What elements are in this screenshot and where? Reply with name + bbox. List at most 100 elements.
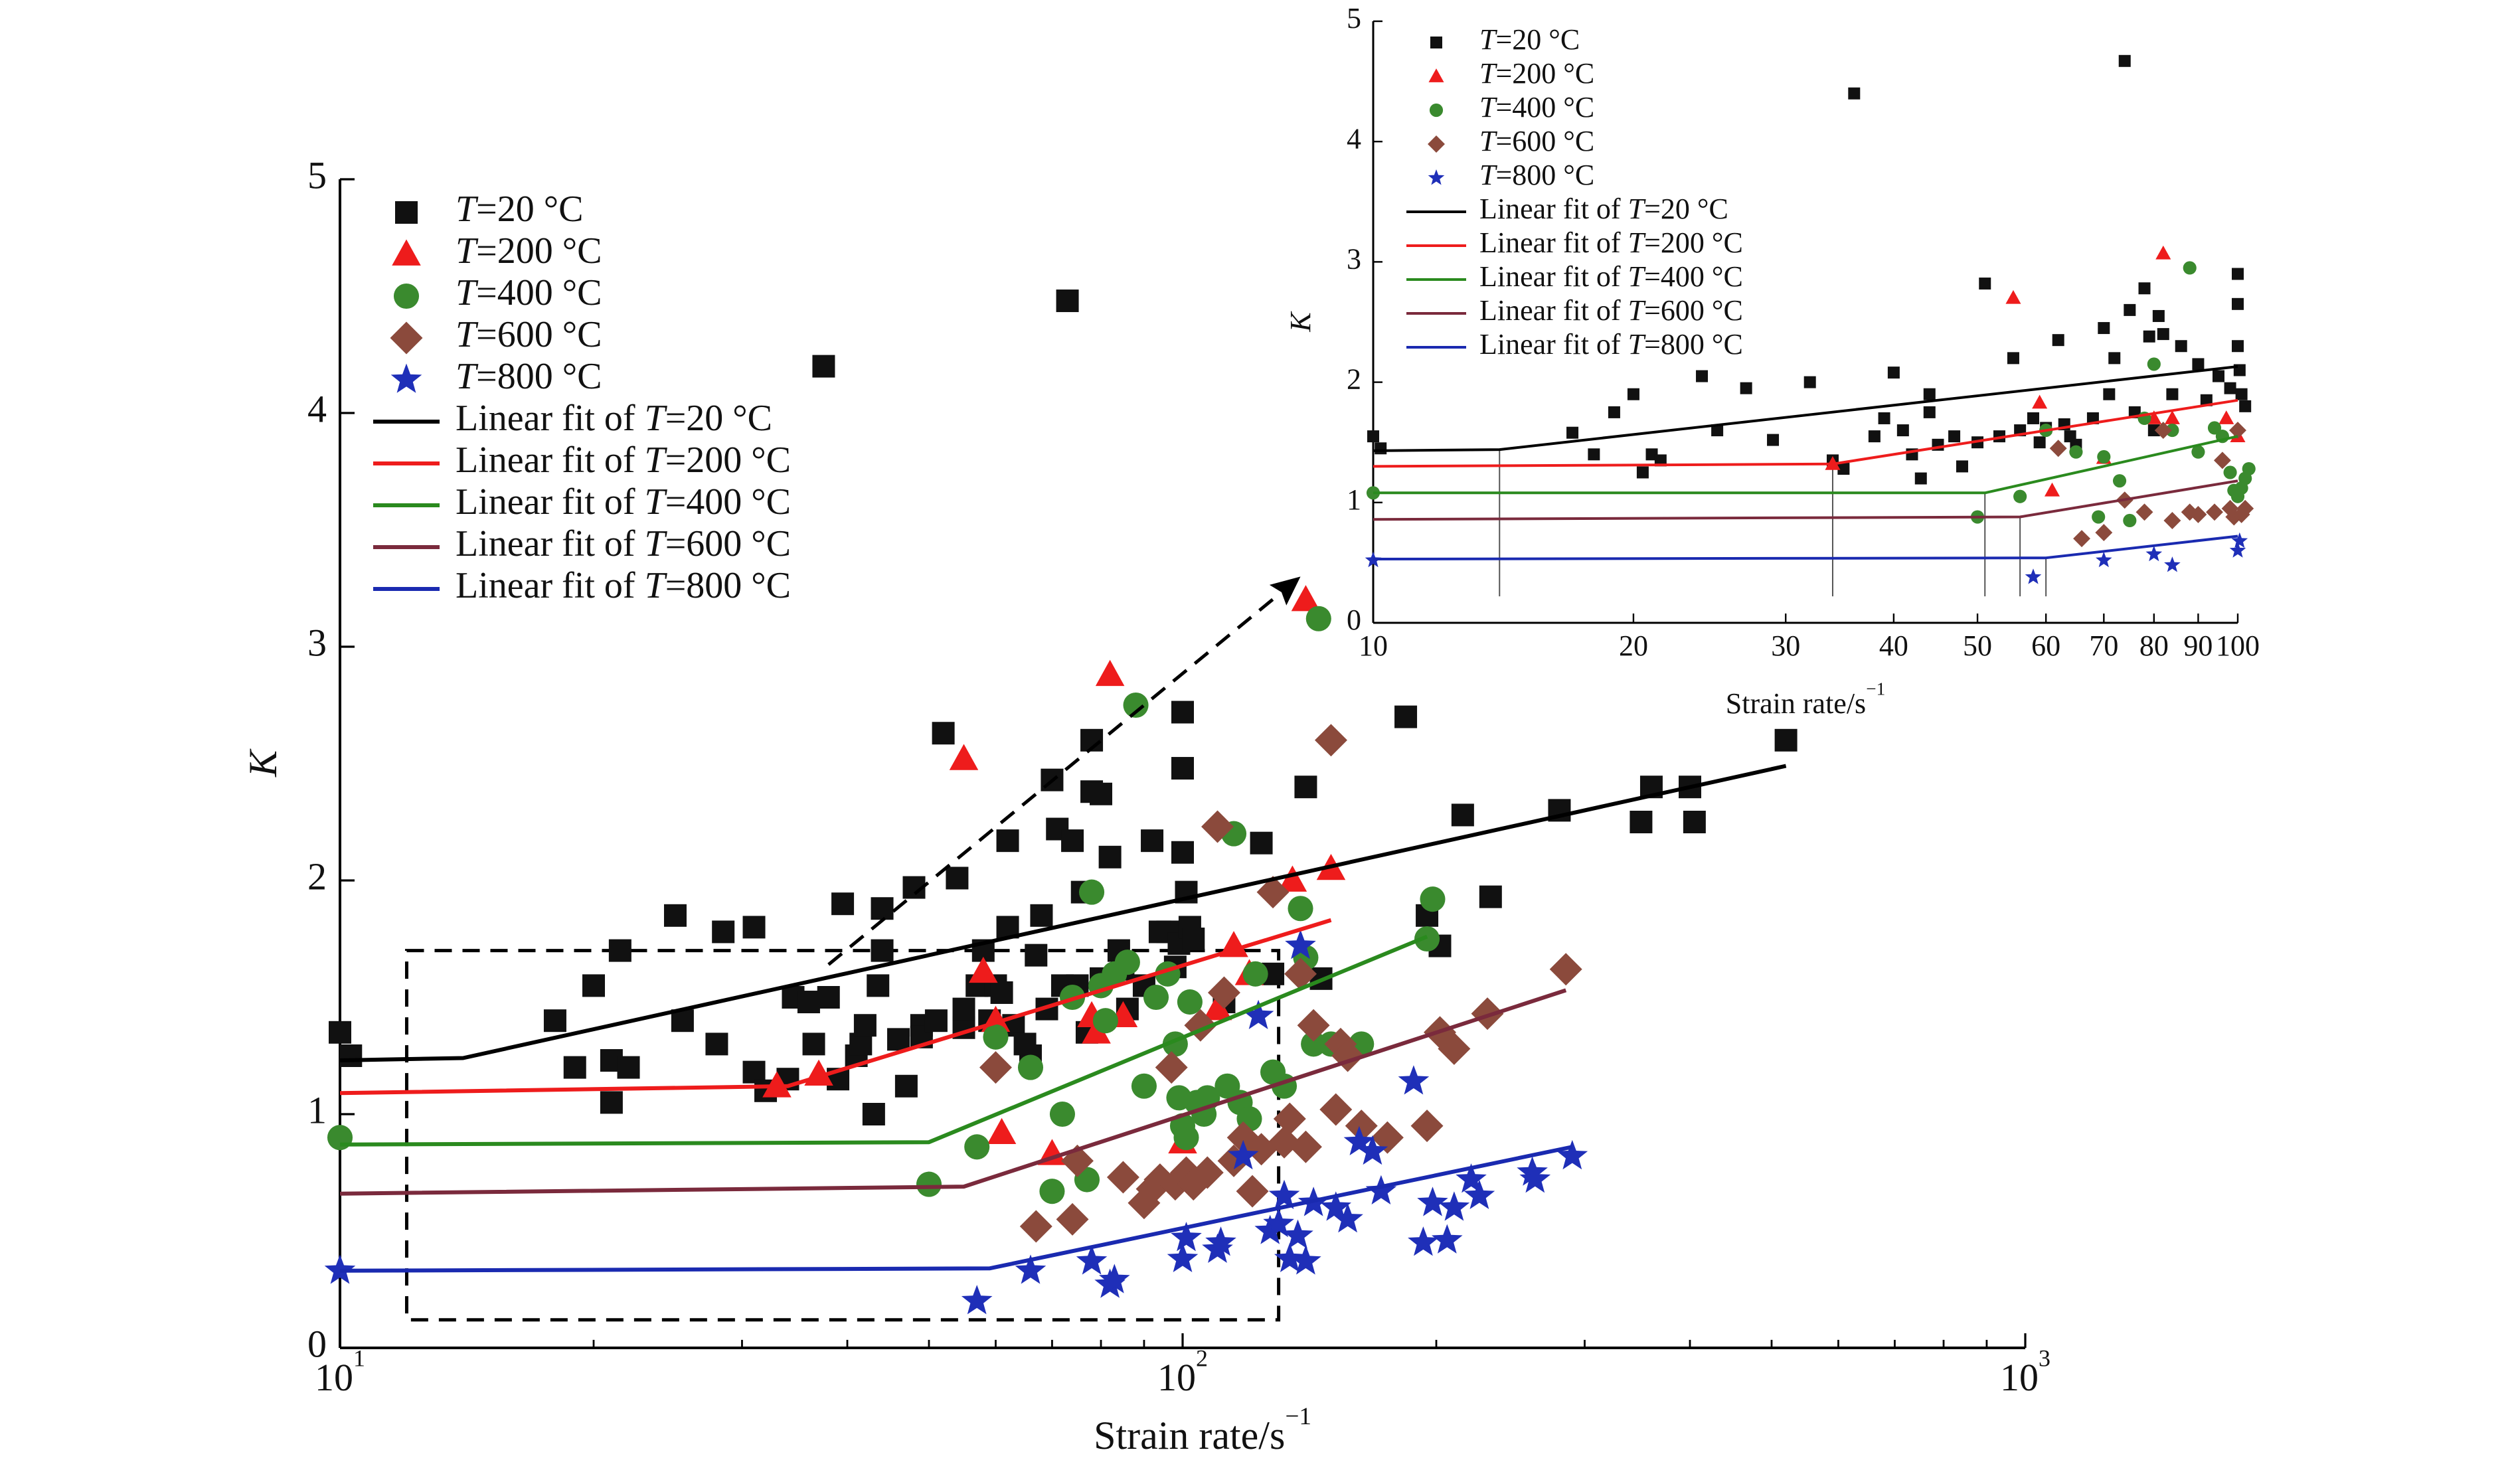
inset-y-axis-label: K	[1284, 311, 1317, 333]
main-point-s800	[1171, 1222, 1202, 1252]
main-legend-label: T=20 °C	[456, 189, 583, 230]
main-point-s20	[617, 1056, 640, 1079]
inset-y-tick-label: 2	[1347, 363, 1361, 396]
main-point-s20	[1030, 904, 1053, 927]
main-point-s800	[1438, 1191, 1470, 1221]
inset-point-s600	[2163, 512, 2181, 529]
main-point-s600	[1438, 1032, 1471, 1065]
inset-point-s20	[1608, 406, 1620, 418]
main-point-s20	[563, 1056, 586, 1079]
inset-point-s600	[2236, 499, 2254, 517]
main-series-s800	[324, 930, 1588, 1315]
main-point-s400	[1143, 984, 1169, 1011]
inset-point-s20	[1956, 460, 1968, 473]
inset-point-s200	[2044, 482, 2060, 497]
inset-point-s600	[2189, 505, 2207, 523]
main-point-s800	[1456, 1163, 1487, 1193]
main-point-s600	[1170, 1156, 1203, 1189]
inset-point-s20	[2007, 352, 2019, 365]
inset-series-s800	[1365, 532, 2248, 584]
main-point-s600	[1319, 1093, 1353, 1126]
inset-point-s20	[2108, 352, 2121, 365]
main-y-tick-label: 1	[307, 1088, 327, 1131]
inset-point-s20	[2232, 297, 2244, 310]
main-point-s400	[983, 1024, 1009, 1050]
main-point-s20	[996, 829, 1019, 853]
inset-point-s800	[2164, 556, 2181, 572]
inset-point-s20	[2033, 436, 2046, 449]
inset-point-s20	[1636, 466, 1649, 479]
inset-point-s20	[2235, 388, 2248, 400]
main-legend-label: T=400 °C	[456, 272, 602, 313]
main-point-s20	[582, 974, 606, 997]
main-legend-label: T=600 °C	[456, 314, 602, 355]
inset-point-s20	[2152, 309, 2165, 322]
main-point-s200	[1278, 865, 1307, 892]
main-point-s20	[924, 1009, 948, 1032]
main-point-s20	[1479, 885, 1502, 908]
main-point-s20	[887, 1028, 910, 1051]
inset-point-s20	[1887, 367, 1900, 379]
main-legend-label: T=200 °C	[456, 230, 602, 272]
inset-point-s20	[1868, 430, 1881, 443]
inset-point-s20	[2052, 334, 2064, 347]
main-point-s20	[990, 981, 1013, 1004]
inset-point-s20	[2239, 400, 2252, 412]
main-point-s800	[1285, 930, 1316, 959]
main-legend-label: Linear fit of T=20 °C	[456, 398, 772, 439]
main-point-s600	[1410, 1110, 1444, 1143]
main-point-s20	[329, 1021, 351, 1044]
inset-point-s800	[1365, 551, 1382, 568]
main-point-s800	[1357, 1135, 1388, 1165]
main-point-s800	[1099, 1264, 1130, 1293]
main-point-s20	[812, 355, 835, 378]
main-legend-label: Linear fit of T=400 °C	[456, 481, 791, 523]
inset-point-s20	[2166, 388, 2179, 400]
inset-point-s20	[2118, 54, 2131, 67]
inset-point-s20	[1654, 454, 1667, 467]
main-point-s20	[1098, 845, 1122, 868]
inset-chart: 0 1 2 3 4 5 10 20 30 40 50 60 70 80 90 100 Strain rate/s…	[1284, 2, 2260, 720]
inset-point-s400	[2207, 421, 2222, 435]
inset-point-s400	[2112, 474, 2127, 488]
main-fit-line-fit200	[339, 918, 1332, 1096]
zoom-arrow-head	[1269, 576, 1301, 606]
main-point-s20	[853, 1014, 877, 1037]
main-point-s800	[1076, 1245, 1108, 1275]
inset-legend-marker-s600	[1428, 135, 1445, 153]
main-fit-line-fit600	[339, 988, 1567, 1196]
inset-point-s400	[2092, 510, 2106, 524]
main-point-s800	[961, 1285, 993, 1315]
main-point-s800	[1320, 1191, 1351, 1221]
inset-point-s800	[2231, 532, 2248, 548]
inset-point-s20	[2103, 388, 2116, 400]
main-point-s800	[1254, 1214, 1286, 1244]
inset-point-s800	[2145, 545, 2163, 562]
inset-point-s20	[1848, 87, 1861, 100]
main-y-tick-label: 4	[307, 387, 327, 430]
main-fit-line-fit20	[339, 764, 1787, 1062]
main-point-s20	[802, 1032, 825, 1056]
inset-x-tick-label: 50	[1963, 629, 1992, 662]
inset-legend-label: T=800 °C	[1479, 159, 1594, 191]
main-x-axis-label: Strain rate/s−1	[1094, 1403, 1311, 1458]
main-point-s20	[932, 722, 955, 745]
main-legend-marker-s200	[392, 239, 421, 266]
inset-point-s400	[2223, 465, 2237, 479]
main-point-s800	[1417, 1187, 1448, 1216]
inset-series-s200	[1825, 245, 2246, 497]
main-point-s600	[1324, 1027, 1357, 1060]
main-point-s400	[1242, 961, 1268, 987]
main-series-s600	[979, 724, 1582, 1243]
inset-series-s600	[2049, 422, 2254, 548]
main-point-s800	[1282, 1219, 1313, 1249]
inset-point-s600	[2221, 499, 2239, 517]
inset-x-tick-label: 30	[1771, 629, 1800, 662]
inset-legend: T=20 °CT=200 °CT=400 °CT=600 °CT=800 °CL…	[1406, 23, 1743, 361]
main-point-s20	[817, 986, 840, 1009]
main-legend-marker-s20	[395, 201, 418, 224]
main-point-s20	[663, 904, 687, 927]
main-point-s400	[1301, 1031, 1327, 1057]
inset-point-s20	[1837, 463, 1850, 475]
